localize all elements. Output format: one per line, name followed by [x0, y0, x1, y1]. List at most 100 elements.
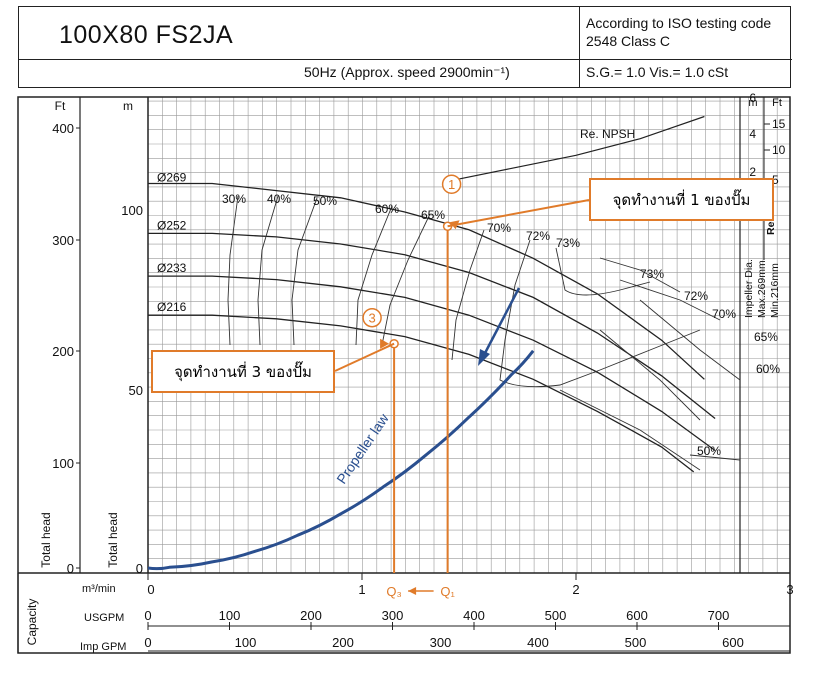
efficiency-line	[257, 195, 279, 346]
efficiency-label: 70%	[712, 307, 736, 321]
y-unit-ft: Ft	[55, 99, 66, 113]
efficiency-line	[599, 257, 681, 293]
efficiency-line	[559, 389, 701, 471]
x-tick-label-usgpm: 0	[144, 608, 151, 623]
x-tick-label-usgpm: 100	[219, 608, 241, 623]
header-row-2: 50Hz (Approx. speed 2900min⁻¹) S.G.= 1.0…	[19, 59, 792, 87]
impeller-diameter-label: Ø269	[157, 171, 187, 185]
impeller-note-line: Impeller Dia.	[743, 259, 755, 318]
npsh-tick-ft: 15	[772, 117, 786, 131]
efficiency-label: 30%	[222, 192, 246, 206]
x-tick-label-impgpm: 500	[625, 635, 647, 650]
efficiency-label: 70%	[487, 221, 511, 235]
y-tick-label-m: 50	[129, 383, 143, 398]
chart-curves: Ø269 Ø252 Ø233 Ø216 Re. NPSH 30% 40% 50% 60% 65% 7…	[148, 115, 780, 473]
fluid-properties: S.G.= 1.0 Vis.= 1.0 cSt	[579, 60, 792, 87]
callout-3-arrowhead	[380, 338, 390, 349]
y-tick-label-ft: 300	[52, 233, 74, 248]
efficiency-line	[291, 197, 318, 346]
x-tick-label-impgpm: 300	[430, 635, 452, 650]
operating-point-number: 1	[448, 177, 455, 192]
efficiency-label: 73%	[640, 267, 664, 281]
efficiency-label: 60%	[375, 202, 399, 216]
x-tick-label-usgpm: 500	[545, 608, 567, 623]
x-tick-label-usgpm: 400	[463, 608, 485, 623]
efficiency-label: 72%	[684, 289, 708, 303]
operating-point-3-callout: จุดทำงานที่ 3 ของปั๊ม	[151, 350, 335, 393]
efficiency-line	[555, 247, 651, 296]
pump-model-title: 100X80 FS2JA	[59, 21, 234, 49]
x-tick-label-usgpm: 700	[708, 608, 730, 623]
impeller-diameter-label: Ø233	[157, 261, 187, 275]
iso-standard-note: According to ISO testing code 2548 Class…	[579, 7, 792, 59]
y-unit-m: m	[123, 99, 133, 113]
efficiency-line	[499, 239, 701, 388]
y-axis-title-ft: Total head	[39, 512, 53, 567]
x-tick-label-m3: 2	[572, 582, 579, 597]
speed-note: 50Hz (Approx. speed 2900min⁻¹)	[304, 64, 510, 80]
x-tick-label-impgpm: 200	[332, 635, 354, 650]
x-tick-label-m3: 1	[358, 582, 365, 597]
npsh-curve-label: Re. NPSH	[580, 127, 635, 141]
impeller-diameter-label: Ø252	[157, 218, 187, 232]
efficiency-label: 72%	[526, 229, 550, 243]
efficiency-line	[689, 454, 741, 461]
efficiency-label: 50%	[313, 194, 337, 208]
operating-shift-arrow	[482, 287, 521, 356]
header-box: 100X80 FS2JA According to ISO testing co…	[18, 6, 792, 88]
callout-3-leader	[334, 342, 395, 372]
x-unit-m3min: m³/min	[82, 583, 116, 595]
npsh-curve	[447, 115, 705, 182]
x-tick-label-impgpm: 100	[235, 635, 257, 650]
x-tick-label-impgpm: 0	[144, 635, 151, 650]
y-tick-label-ft: 100	[52, 456, 74, 471]
impeller-curve	[148, 275, 716, 452]
operating-point-1-callout: จุดทำงานที่ 1 ของปั๊ม	[589, 178, 774, 221]
x-tick-label-usgpm: 200	[300, 608, 322, 623]
npsh-tick-m: 4	[749, 127, 756, 141]
y-tick-label-m: 0	[136, 561, 143, 576]
y-axis-title-m: Total head	[106, 512, 120, 567]
chart-frame	[17, 96, 791, 654]
impeller-curve	[148, 182, 705, 380]
efficiency-line	[451, 229, 485, 361]
x-tick-label-impgpm: 400	[527, 635, 549, 650]
impeller-diameter-label: Ø216	[157, 300, 187, 314]
efficiency-label: 65%	[421, 208, 445, 222]
operating-shift-arrowhead	[478, 349, 490, 366]
operating-point-q-label: Q₃	[386, 584, 401, 599]
y-tick-label-ft: 400	[52, 121, 74, 136]
impeller-curve	[148, 314, 695, 473]
efficiency-line	[381, 213, 431, 346]
callout-1-arrowhead	[449, 220, 460, 230]
npsh-tick-ft: 5	[772, 173, 779, 187]
x-tick-label-usgpm: 600	[626, 608, 648, 623]
chart-border	[17, 96, 791, 654]
efficiency-label: 50%	[697, 444, 721, 458]
y-tick-label-ft: 0	[67, 561, 74, 576]
efficiency-line	[619, 279, 721, 321]
x-tick-label-m3: 0	[147, 582, 154, 597]
efficiency-line	[599, 329, 701, 421]
efficiency-label: 73%	[556, 236, 580, 250]
npsh-tick-ft: 10	[772, 143, 786, 157]
efficiency-line	[639, 299, 741, 381]
npsh-unit-m: m	[748, 97, 757, 109]
callout-1-leader	[447, 199, 590, 228]
propeller-law-curve	[147, 349, 535, 571]
chart-grid	[147, 97, 790, 574]
y-tick-label-m: 100	[121, 203, 143, 218]
q-shift-arrowhead	[408, 587, 417, 595]
x-tick-label-m3: 3	[786, 582, 793, 597]
x-tick-label-impgpm: 600	[722, 635, 744, 650]
x-unit-usgpm: USGPM	[84, 612, 124, 624]
impeller-note-line: Max.269mm	[756, 260, 768, 318]
operating-point-badge	[441, 174, 462, 194]
efficiency-label: 40%	[267, 192, 291, 206]
x-tick-label-usgpm: 300	[382, 608, 404, 623]
npsh-unit-ft: Ft	[772, 97, 782, 109]
efficiency-line	[355, 205, 393, 346]
x-unit-impgpm: Imp GPM	[80, 641, 126, 653]
